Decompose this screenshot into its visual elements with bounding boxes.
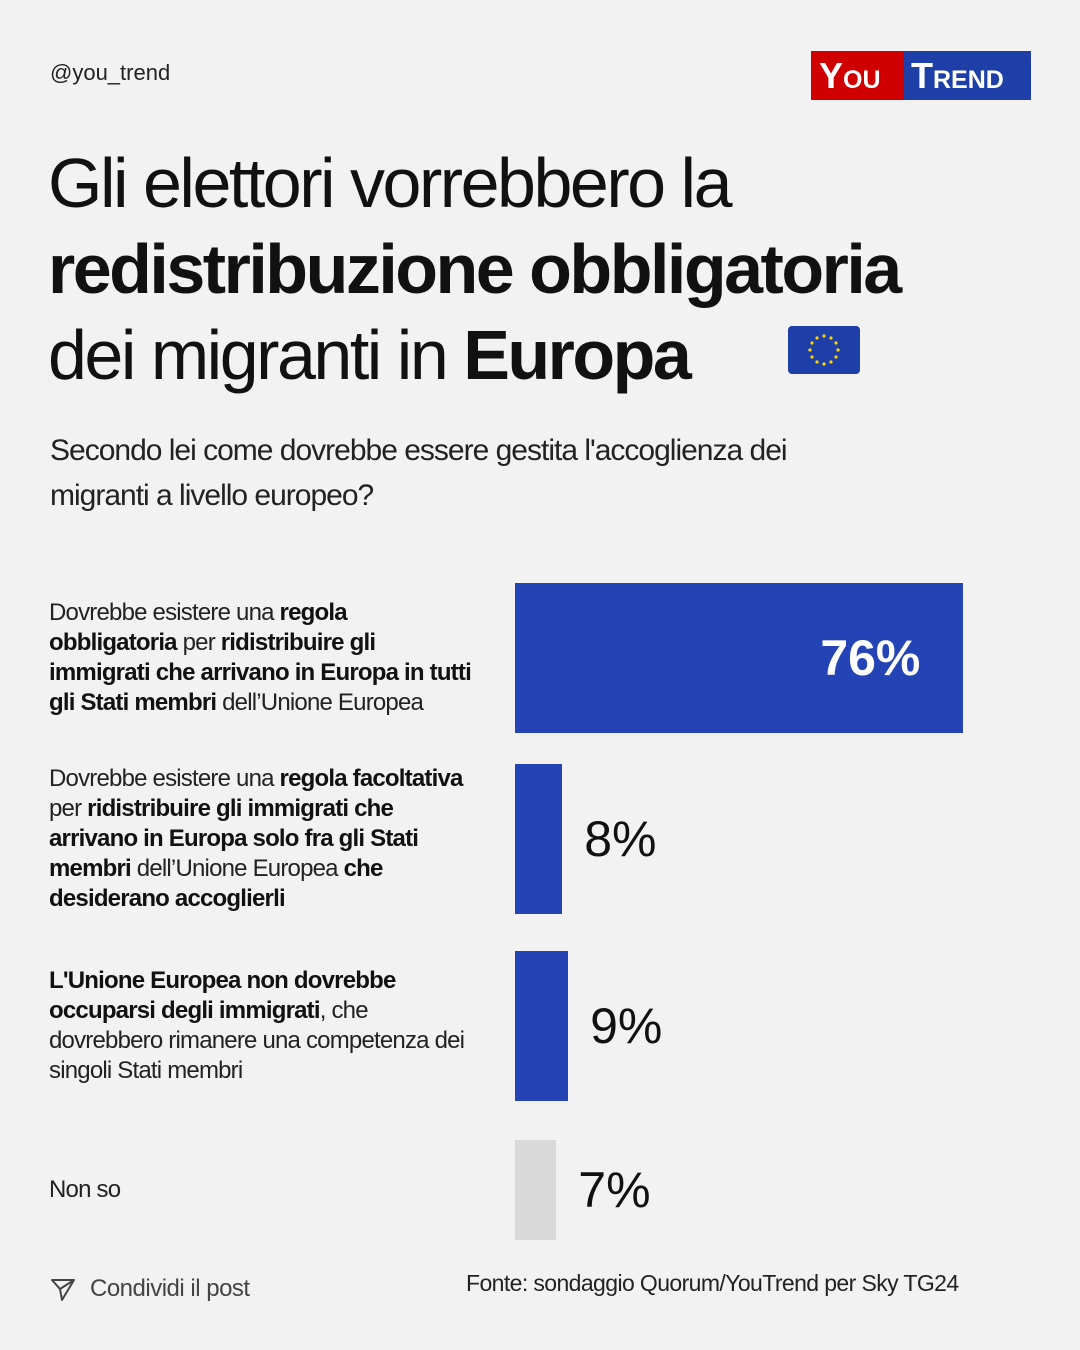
bar-row: L'Unione Europea non dovrebbe occuparsi … xyxy=(0,951,1080,1101)
logo: You Trend xyxy=(811,51,1031,100)
logo-right: Trend xyxy=(903,51,1031,100)
text-run: , che dovrebbero rimanere una competenza… xyxy=(49,997,465,1084)
share-icon[interactable] xyxy=(50,1277,76,1303)
logo-left: You xyxy=(811,51,903,100)
text-run: per xyxy=(176,629,221,656)
chart-title: Gli elettori vorrebbero la redistribuzion… xyxy=(48,140,902,398)
share-link[interactable]: Condividi il post xyxy=(90,1275,250,1302)
value-label: 9% xyxy=(590,998,663,1054)
text-run: regola obbligatoria xyxy=(49,599,348,656)
text-run: regola facoltativa xyxy=(279,765,464,792)
source: Fonte: sondaggio Quorum/YouTrend per Sky… xyxy=(466,1270,959,1296)
subtitle: Secondo lei come dovrebbe essere gestita… xyxy=(50,434,788,512)
bar xyxy=(515,1140,557,1240)
text-run: per xyxy=(49,795,88,822)
category-label: Dovrebbe esistere una regola facoltativa… xyxy=(49,764,479,914)
bar-row: Dovrebbe esistere una regola obbligatori… xyxy=(0,583,1080,733)
text-run: dei migranti in xyxy=(48,316,464,394)
text-run: ridistribuire gli immigrati che arrivano… xyxy=(49,629,472,716)
title-line: dei migranti in Europa xyxy=(48,312,900,398)
bar xyxy=(515,951,569,1101)
bar xyxy=(515,583,964,733)
handle: @you_trend xyxy=(50,60,171,85)
text-run: redistribuzione obbligatoria xyxy=(48,230,902,308)
text-run: Europa xyxy=(463,316,692,394)
eu-flag xyxy=(788,326,860,374)
text-run: Gli elettori vorrebbero la xyxy=(48,144,733,222)
category-label: L'Unione Europea non dovrebbe occuparsi … xyxy=(49,966,479,1086)
text-run: dell’Unione Europea xyxy=(130,855,344,882)
text-run: Dovrebbe esistere una xyxy=(49,765,280,792)
text-run: Dovrebbe esistere una xyxy=(49,599,280,626)
value-label: 76% xyxy=(820,630,921,686)
value-label: 8% xyxy=(584,811,657,867)
text-run: L'Unione Europea non dovrebbe occuparsi … xyxy=(49,967,396,1024)
category-label: Dovrebbe esistere una regola obbligatori… xyxy=(49,598,479,718)
text-run: ridistribuire gli immigrati che arrivano… xyxy=(49,795,419,882)
bar-row: Dovrebbe esistere una regola facoltativa… xyxy=(0,764,1080,914)
text-run: che desiderano accoglierli xyxy=(49,855,383,912)
title-line: redistribuzione obbligatoria xyxy=(48,226,902,312)
bar xyxy=(515,764,563,914)
value-label: 7% xyxy=(578,1162,651,1218)
category-label: Non so xyxy=(49,1175,479,1205)
bar-row: Non so 7% xyxy=(0,1140,1080,1240)
text-run: Non so xyxy=(49,1176,121,1203)
text-run: dell’Unione Europea xyxy=(216,689,424,716)
title-line: Gli elettori vorrebbero la xyxy=(48,140,900,226)
